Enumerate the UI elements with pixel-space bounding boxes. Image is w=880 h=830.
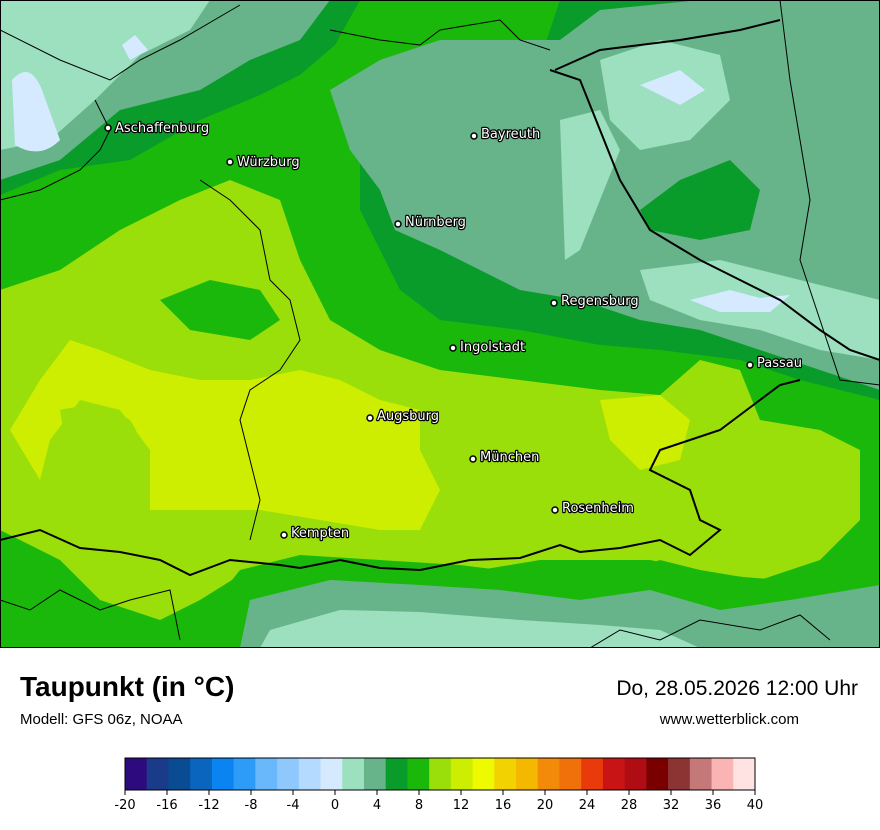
dewpoint-zone-10-12 [60, 406, 144, 484]
legend-swatch [581, 758, 604, 790]
dewpoint-zone-12-14 [600, 395, 690, 470]
legend-swatch [320, 758, 343, 790]
legend-tick-label: 24 [579, 798, 596, 813]
forecast-datetime: Do, 28.05.2026 12:00 Uhr [616, 677, 858, 700]
dewpoint-zone-0-2 [12, 72, 60, 152]
website-link[interactable]: www.wetterblick.com [659, 711, 799, 728]
legend-swatch [363, 758, 387, 790]
city-label: Augsburg [377, 409, 439, 424]
legend-swatch [298, 758, 322, 790]
legend-tick-label: -16 [156, 798, 177, 813]
city-label: Regensburg [561, 294, 639, 309]
city-aschaffenburg: Aschaffenburg [104, 120, 210, 137]
city-rosenheim: Rosenheim [551, 500, 635, 517]
dewpoint-zone-2-4 [560, 110, 620, 260]
city-augsburg: Augsburg [366, 408, 440, 425]
dewpoint-zone-8-10 [640, 160, 760, 240]
city-ingolstadt: Ingolstadt [449, 339, 526, 356]
weather-map: Aschaffenburg Würzburg Bayreuth Nürnberg… [0, 0, 880, 648]
dewpoint-zone-0-2 [690, 290, 790, 312]
dewpoint-zone-0-2 [122, 35, 148, 60]
city-label: Rosenheim [562, 501, 634, 516]
legend-tick-label: 16 [495, 798, 512, 813]
legend-tick-label: 40 [747, 798, 764, 813]
legend-swatch [125, 758, 148, 790]
city-passau: Passau [746, 355, 803, 372]
legend-border [124, 757, 756, 791]
dewpoint-zone-12-14 [10, 340, 440, 530]
legend-ticks: -20 -16 -12 -8 -4 0 4 8 12 16 20 24 28 32 36 40 [114, 790, 763, 813]
legend-swatch [429, 758, 452, 790]
legend-tick-label: -4 [287, 798, 300, 813]
legend-swatch [624, 758, 647, 790]
legend-tick-label: -12 [198, 798, 219, 813]
legend-tick-label: 32 [663, 798, 680, 813]
legend-swatch [559, 758, 582, 790]
legend-tick-label: 8 [415, 798, 423, 813]
legend-tick-label: 0 [331, 798, 339, 813]
map-title: Taupunkt (in °C) [20, 671, 235, 702]
legend-swatch [516, 758, 539, 790]
legend-tick-label: 28 [621, 798, 638, 813]
legend-swatch [255, 758, 278, 790]
city-bayreuth: Bayreuth [470, 126, 541, 143]
dewpoint-zone-4-6 [0, 0, 210, 150]
legend-tick-label: 12 [453, 798, 470, 813]
city-wuerzburg: Würzburg [226, 154, 301, 171]
color-legend: -20 -16 -12 -8 -4 0 4 8 12 16 20 24 28 32 36 40 [114, 757, 763, 813]
legend-swatch [602, 758, 626, 790]
legend-swatches [124, 757, 756, 791]
city-label: Bayreuth [481, 127, 540, 142]
legend-tick-label: 20 [537, 798, 554, 813]
city-label: Würzburg [237, 155, 300, 170]
legend-swatch [211, 758, 235, 790]
city-nuernberg: Nürnberg [394, 214, 467, 231]
dewpoint-zone-2-4 [260, 610, 700, 648]
state-borders [0, 0, 880, 648]
legend-swatch [711, 758, 734, 790]
legend-swatch [689, 758, 713, 790]
legend-tick-label: -20 [114, 798, 135, 813]
legend-swatch [233, 758, 256, 790]
city-label: Passau [757, 356, 802, 371]
city-kempten: Kempten [280, 525, 350, 542]
legend-swatch [537, 758, 560, 790]
legend-tick-label: 36 [705, 798, 722, 813]
dewpoint-zone-0-2 [640, 70, 705, 105]
legend-swatch [407, 758, 430, 790]
legend-swatch [168, 758, 191, 790]
city-label: Kempten [291, 526, 349, 541]
legend-swatch [668, 758, 691, 790]
legend-swatch [472, 758, 495, 790]
city-label: Nürnberg [405, 215, 466, 230]
dewpoint-zone-8-10 [160, 280, 280, 340]
city-muenchen: München [469, 449, 541, 466]
country-borders [0, 19, 880, 577]
legend-swatch [646, 758, 669, 790]
city-label: Ingolstadt [460, 340, 525, 355]
legend-swatch [342, 758, 365, 790]
legend-swatch [277, 758, 300, 790]
legend-swatch [146, 758, 169, 790]
legend-swatch [450, 758, 474, 790]
legend-swatch [190, 758, 213, 790]
city-label: München [480, 450, 539, 465]
legend-swatch [733, 758, 756, 790]
legend-swatch [385, 758, 408, 790]
model-info: Modell: GFS 06z, NOAA [20, 711, 183, 728]
city-regensburg: Regensburg [550, 293, 640, 310]
city-label: Aschaffenburg [115, 121, 209, 136]
legend-swatch [494, 758, 517, 790]
legend-tick-label: 4 [373, 798, 381, 813]
legend-tick-label: -8 [245, 798, 258, 813]
